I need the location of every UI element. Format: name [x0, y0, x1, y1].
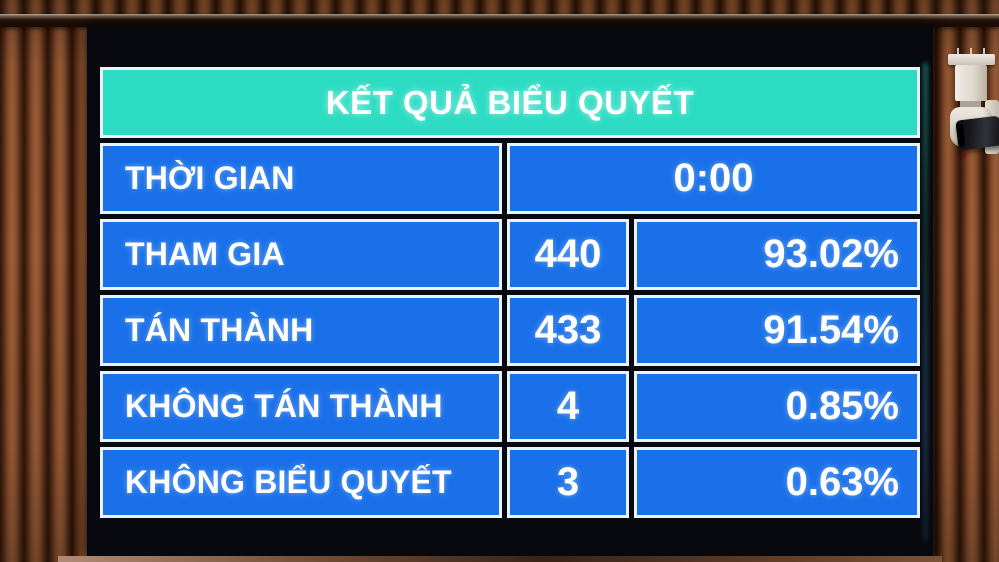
screen-edge-glow	[923, 63, 928, 541]
camera-mount-pin	[983, 48, 985, 55]
row-tan-thanh-percent: 91.54%	[634, 295, 920, 366]
row-tham-gia-count: 440	[507, 219, 629, 290]
row-thoi-gian-value: 0:00	[507, 143, 920, 214]
led-display-screen: KẾT QUẢ BIỂU QUYẾT THỜI GIAN 0:00 THAM G…	[87, 25, 933, 556]
row-thoi-gian-label: THỜI GIAN	[100, 143, 502, 214]
camera-mount-pin	[970, 48, 972, 55]
security-camera	[948, 48, 999, 160]
camera-mount-box	[955, 65, 987, 101]
bottom-ledge	[58, 556, 942, 562]
row-khong-bieu-quyet-label: KHÔNG BIỂU QUYẾT	[100, 447, 502, 518]
row-tan-thanh-count: 433	[507, 295, 629, 366]
row-khong-bieu-quyet-count: 3	[507, 447, 629, 518]
row-tham-gia-label: THAM GIA	[100, 219, 502, 290]
camera-mount-plate	[948, 54, 995, 65]
wall-rail	[0, 14, 999, 27]
row-khong-tan-thanh-count: 4	[507, 371, 629, 442]
row-khong-tan-thanh-label: KHÔNG TÁN THÀNH	[100, 371, 502, 442]
camera-neck	[960, 101, 981, 107]
board-title: KẾT QUẢ BIỂU QUYẾT	[100, 67, 920, 138]
row-khong-tan-thanh-percent: 0.85%	[634, 371, 920, 442]
camera-mount-pin	[957, 48, 959, 55]
voting-results-board: KẾT QUẢ BIỂU QUYẾT THỜI GIAN 0:00 THAM G…	[100, 67, 920, 518]
wall-stain	[963, 152, 966, 158]
row-tham-gia-percent: 93.02%	[634, 219, 920, 290]
row-khong-bieu-quyet-percent: 0.63%	[634, 447, 920, 518]
camera-lens	[955, 115, 999, 151]
row-tan-thanh-label: TÁN THÀNH	[100, 295, 502, 366]
